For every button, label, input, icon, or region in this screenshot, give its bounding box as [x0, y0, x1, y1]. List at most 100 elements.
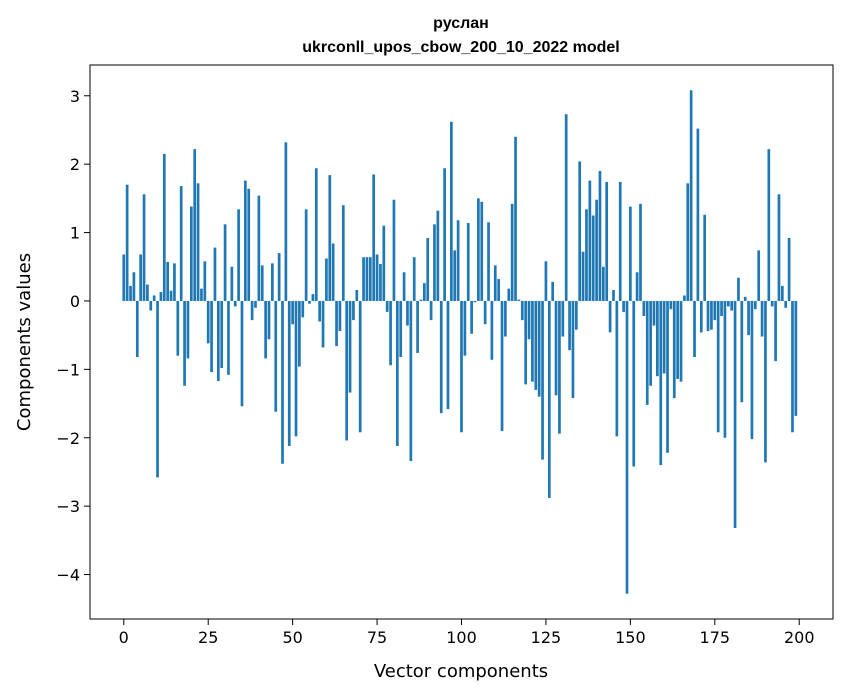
bar-99	[456, 220, 460, 301]
bar-192	[770, 300, 774, 307]
y-tick-label: 2	[70, 155, 80, 174]
bar-4	[135, 300, 139, 358]
bar-154	[642, 300, 646, 317]
bar-137	[585, 209, 588, 301]
x-tick-label: 25	[198, 628, 218, 647]
bar-18	[183, 300, 186, 386]
bar-146	[615, 300, 619, 437]
y-tick-label: 1	[70, 224, 80, 243]
bar-112	[500, 300, 504, 431]
bar-42	[264, 300, 267, 359]
bar-113	[504, 300, 507, 337]
bar-165	[679, 300, 683, 382]
bar-81	[395, 300, 399, 446]
bar-53	[301, 300, 305, 318]
bar-145	[612, 290, 615, 301]
bar-24	[203, 261, 207, 301]
bar-183	[740, 300, 744, 403]
bar-82	[399, 300, 403, 358]
bar-65	[341, 205, 345, 301]
bar-31	[227, 300, 230, 375]
bar-196	[784, 300, 788, 308]
bar-194	[777, 194, 781, 301]
bar-28	[216, 300, 220, 381]
bar-159	[659, 300, 663, 466]
bar-34	[237, 209, 240, 301]
x-axis-label: Vector components	[374, 661, 548, 682]
bar-152	[635, 272, 639, 301]
bar-190	[764, 300, 767, 463]
x-tick-label: 150	[615, 628, 646, 647]
bar-197	[787, 238, 791, 301]
chart-title-line2: ukrconll_upos_cbow_200_10_2022 model	[302, 39, 619, 56]
bar-198	[791, 300, 794, 433]
bar-179	[726, 300, 730, 307]
bar-71	[362, 257, 365, 301]
bar-115	[510, 203, 514, 301]
bar-110	[493, 265, 497, 301]
y-axis-ticks: −4 −3 −2 −1 0 1 2 3	[56, 87, 90, 585]
bar-129	[558, 300, 561, 434]
bar-84	[406, 300, 409, 326]
bar-43	[267, 300, 271, 340]
bar-62	[331, 243, 335, 301]
bar-5	[139, 254, 143, 301]
bar-63	[335, 300, 338, 347]
x-tick-label: 175	[700, 628, 731, 647]
bar-61	[328, 175, 332, 301]
y-tick-label: 3	[70, 87, 80, 106]
bar-52	[298, 300, 301, 367]
bar-36	[244, 180, 247, 301]
bar-186	[750, 300, 754, 440]
bar-185	[747, 300, 750, 336]
bar-79	[389, 300, 392, 366]
bar-33	[233, 300, 237, 307]
bar-168	[689, 90, 693, 301]
bar-75	[375, 254, 379, 301]
bar-130	[561, 300, 565, 337]
bar-95	[443, 168, 446, 301]
bar-163	[672, 300, 676, 399]
bar-46	[277, 253, 281, 301]
bar-114	[507, 288, 511, 301]
bar-156	[649, 300, 652, 386]
bar-181	[733, 300, 737, 529]
bar-126	[547, 300, 551, 498]
bar-187	[753, 300, 757, 310]
y-tick-label: −4	[56, 566, 80, 585]
bar-176	[716, 300, 720, 433]
bar-157	[652, 300, 656, 326]
bar-175	[713, 300, 717, 321]
bar-83	[402, 272, 406, 301]
bar-78	[385, 300, 389, 312]
bar-59	[321, 300, 325, 348]
bar-7	[146, 284, 149, 301]
x-tick-label: 125	[531, 628, 562, 647]
bar-142	[601, 266, 605, 301]
bar-41	[260, 265, 264, 301]
bar-26	[210, 300, 213, 373]
bar-6	[142, 194, 146, 301]
y-tick-label: −1	[56, 360, 80, 379]
bar-122	[534, 300, 538, 390]
bar-144	[608, 300, 612, 333]
x-tick-label: 200	[784, 628, 815, 647]
bar-20	[189, 206, 193, 301]
bar-106	[480, 201, 484, 301]
bar-199	[794, 300, 798, 416]
bar-100	[460, 300, 463, 433]
y-tick-label: −2	[56, 429, 80, 448]
bar-39	[254, 300, 257, 308]
bar-51	[294, 300, 298, 437]
bar-133	[571, 300, 575, 399]
bar-107	[483, 300, 487, 325]
y-tick-label: 0	[70, 292, 80, 311]
bar-60	[325, 258, 328, 301]
bar-135	[578, 161, 582, 301]
bar-27	[213, 247, 217, 301]
bar-14	[169, 290, 173, 301]
bar-91	[429, 300, 433, 321]
bar-178	[723, 300, 727, 438]
bar-90	[426, 238, 430, 301]
